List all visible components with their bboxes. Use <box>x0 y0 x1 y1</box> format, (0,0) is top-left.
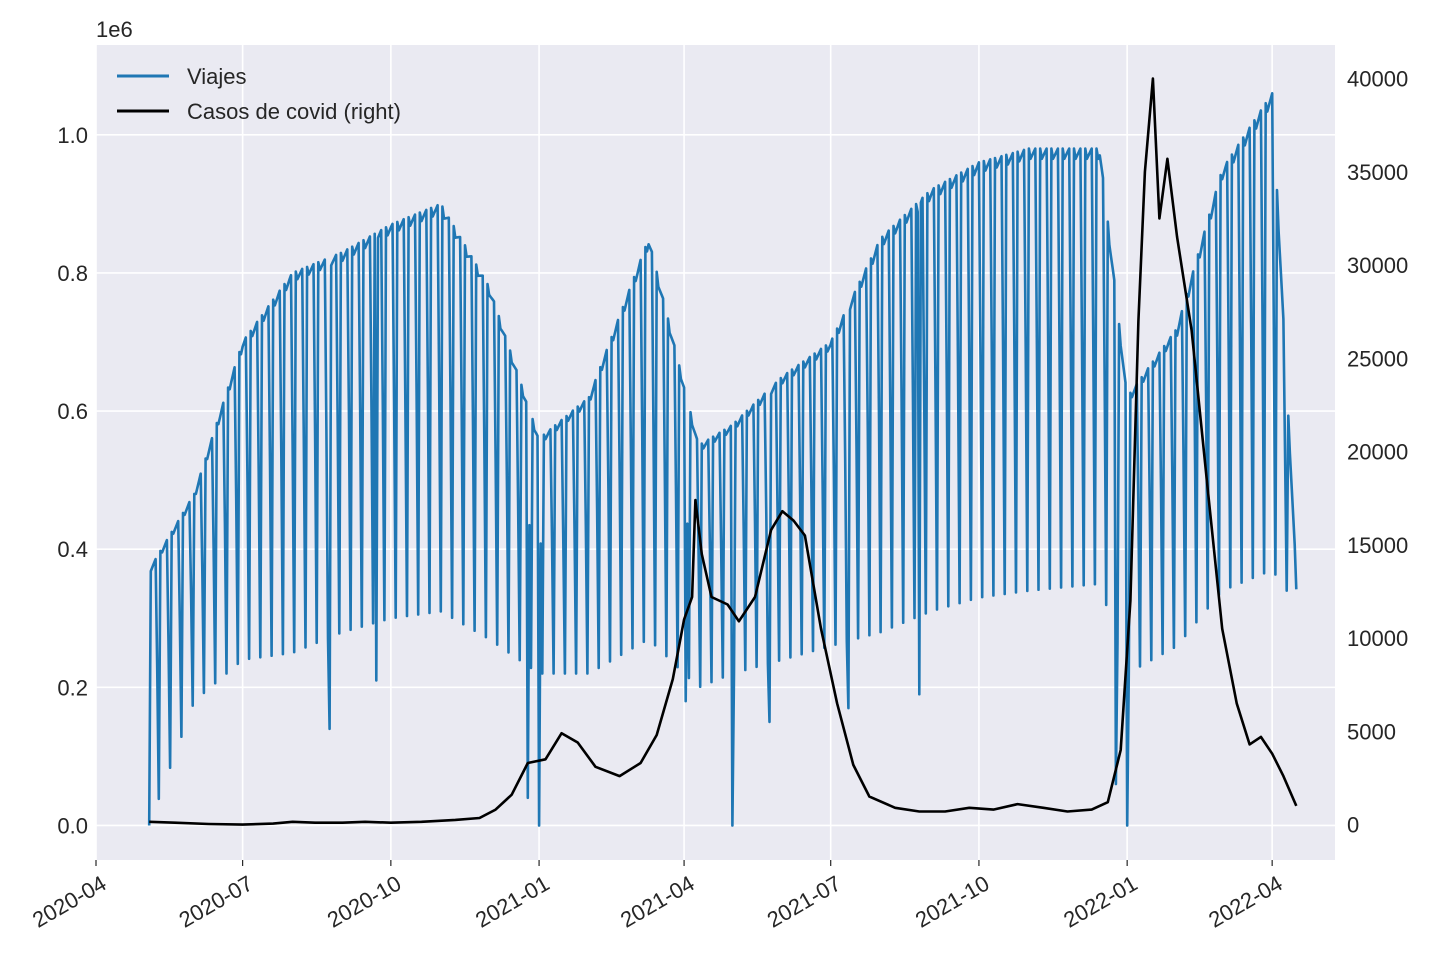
y-right-tick-label: 35000 <box>1347 160 1408 185</box>
y-right-tick-label: 20000 <box>1347 440 1408 465</box>
x-tick-label: 2021-07 <box>763 871 845 933</box>
line-viajes <box>147 92 1298 827</box>
x-tick-label: 2022-04 <box>1204 871 1286 933</box>
x-tick-label: 2020-07 <box>175 871 257 933</box>
x-tick-label: 2022-01 <box>1059 871 1141 933</box>
x-tick-label: 2020-10 <box>323 871 405 933</box>
y-left-tick-label: 1.0 <box>57 123 88 148</box>
y-right-tick-label: 30000 <box>1347 253 1408 278</box>
y-axis-left-ticks: 0.0 0.2 0.4 0.6 0.8 1.0 <box>57 123 88 839</box>
y-right-tick-label: 25000 <box>1347 346 1408 371</box>
y-right-tick-label: 40000 <box>1347 67 1408 92</box>
y-right-tick-label: 0 <box>1347 813 1359 838</box>
series-covid <box>149 77 1298 826</box>
x-tick-label: 2020-04 <box>28 871 110 933</box>
series-viajes <box>147 92 1298 827</box>
x-tick-label: 2021-01 <box>471 871 553 933</box>
y-right-tick-label: 10000 <box>1347 626 1408 651</box>
x-tick-label: 2021-10 <box>911 871 993 933</box>
y-left-tick-label: 0.8 <box>57 261 88 286</box>
legend-label-viajes: Viajes <box>187 64 247 89</box>
legend: Viajes Casos de covid (right) <box>117 64 401 124</box>
y-left-tick-label: 0.2 <box>57 675 88 700</box>
y-right-tick-label: 5000 <box>1347 719 1396 744</box>
y-left-tick-label: 0.4 <box>57 537 88 562</box>
y-axis-right-ticks: 0 5000 10000 15000 20000 25000 30000 35000 40000 <box>1347 67 1408 838</box>
legend-label-covid: Casos de covid (right) <box>187 99 401 124</box>
y-left-tick-label: 0.6 <box>57 399 88 424</box>
x-axis-ticks: 2020-04 2020-07 2020-10 2021-01 2021-04 2021-… <box>28 860 1287 933</box>
y-right-tick-label: 15000 <box>1347 533 1408 558</box>
line-covid <box>149 77 1298 826</box>
x-tick-label: 2021-04 <box>616 871 698 933</box>
y-left-tick-label: 0.0 <box>57 813 88 838</box>
y-axis-offset-text: 1e6 <box>96 17 133 42</box>
